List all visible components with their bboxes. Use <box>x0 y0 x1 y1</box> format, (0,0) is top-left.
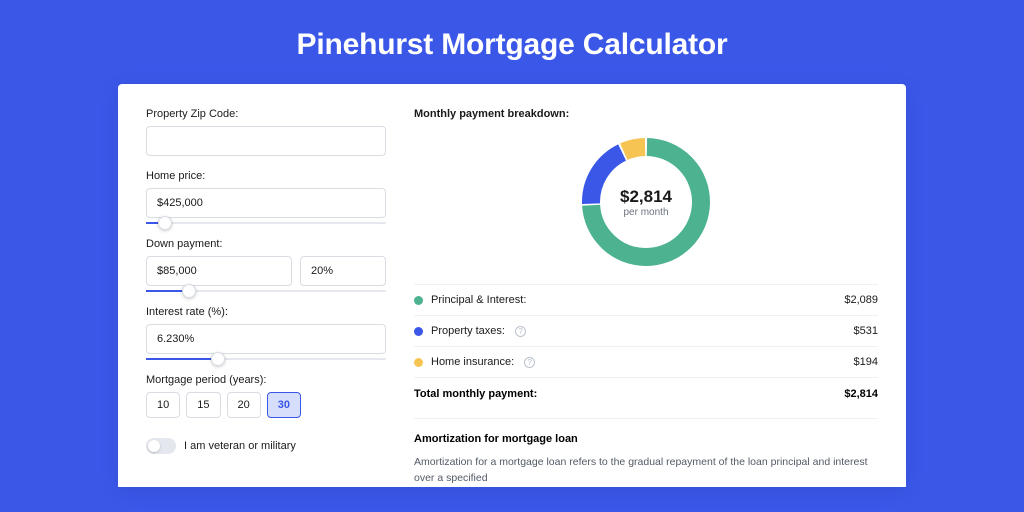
zip-input[interactable] <box>146 126 386 156</box>
slider-thumb[interactable] <box>158 216 172 230</box>
home-price-input[interactable] <box>146 188 386 218</box>
legend-dot <box>414 296 423 305</box>
interest-rate-slider[interactable] <box>146 358 386 360</box>
veteran-row: I am veteran or military <box>146 438 386 454</box>
interest-rate-label: Interest rate (%): <box>146 306 386 318</box>
amortization-title: Amortization for mortgage loan <box>414 433 878 445</box>
legend-label: Property taxes: <box>431 325 505 337</box>
donut-center: $2,814 per month <box>582 138 710 266</box>
down-payment-field: Down payment: <box>146 238 386 292</box>
period-field: Mortgage period (years): 1015 2030 <box>146 374 386 418</box>
total-label: Total monthly payment: <box>414 388 537 400</box>
down-payment-percent-input[interactable] <box>300 256 386 286</box>
total-value: $2,814 <box>844 388 878 400</box>
info-icon[interactable]: ? <box>515 326 526 337</box>
legend-label: Home insurance: <box>431 356 514 368</box>
legend-value: $2,089 <box>844 294 878 306</box>
period-button-group: 1015 2030 <box>146 392 386 418</box>
donut-sub: per month <box>623 207 668 218</box>
donut-amount: $2,814 <box>620 187 672 207</box>
home-price-slider[interactable] <box>146 222 386 224</box>
breakdown-column: Monthly payment breakdown: $2,814 per mo… <box>414 108 878 487</box>
period-button-30[interactable]: 30 <box>267 392 301 418</box>
home-price-field: Home price: <box>146 170 386 224</box>
down-payment-slider[interactable] <box>146 290 386 292</box>
down-payment-label: Down payment: <box>146 238 386 250</box>
slider-thumb[interactable] <box>211 352 225 366</box>
interest-rate-input[interactable] <box>146 324 386 354</box>
slider-fill <box>146 358 218 360</box>
interest-rate-field: Interest rate (%): <box>146 306 386 360</box>
period-label: Mortgage period (years): <box>146 374 386 386</box>
amortization-text: Amortization for a mortgage loan refers … <box>414 455 878 487</box>
hero: Pinehurst Mortgage Calculator <box>0 0 1024 84</box>
period-button-20[interactable]: 20 <box>227 392 261 418</box>
down-payment-amount-input[interactable] <box>146 256 292 286</box>
home-price-label: Home price: <box>146 170 386 182</box>
slider-thumb[interactable] <box>182 284 196 298</box>
donut-area: $2,814 per month <box>414 130 878 284</box>
period-button-15[interactable]: 15 <box>186 392 220 418</box>
legend-dot <box>414 358 423 367</box>
calculator-card: Property Zip Code: Home price: Down paym… <box>118 84 906 487</box>
legend-label: Principal & Interest: <box>431 294 526 306</box>
veteran-toggle[interactable] <box>146 438 176 454</box>
zip-label: Property Zip Code: <box>146 108 386 120</box>
legend-row: Property taxes:? $531 <box>414 315 878 346</box>
amortization-section: Amortization for mortgage loan Amortizat… <box>414 418 878 487</box>
donut-chart: $2,814 per month <box>582 138 710 266</box>
zip-field: Property Zip Code: <box>146 108 386 156</box>
legend-dot <box>414 327 423 336</box>
legend-value: $531 <box>854 325 878 337</box>
info-icon[interactable]: ? <box>524 357 535 368</box>
legend-total-row: Total monthly payment: $2,814 <box>414 377 878 410</box>
inputs-column: Property Zip Code: Home price: Down paym… <box>146 108 386 487</box>
legend-value: $194 <box>854 356 878 368</box>
legend-row: Home insurance:? $194 <box>414 346 878 377</box>
legend-row: Principal & Interest: $2,089 <box>414 284 878 315</box>
breakdown-title: Monthly payment breakdown: <box>414 108 878 130</box>
legend: Principal & Interest: $2,089 Property taxe… <box>414 284 878 377</box>
veteran-label: I am veteran or military <box>184 440 296 452</box>
page-title: Pinehurst Mortgage Calculator <box>0 28 1024 62</box>
period-button-10[interactable]: 10 <box>146 392 180 418</box>
